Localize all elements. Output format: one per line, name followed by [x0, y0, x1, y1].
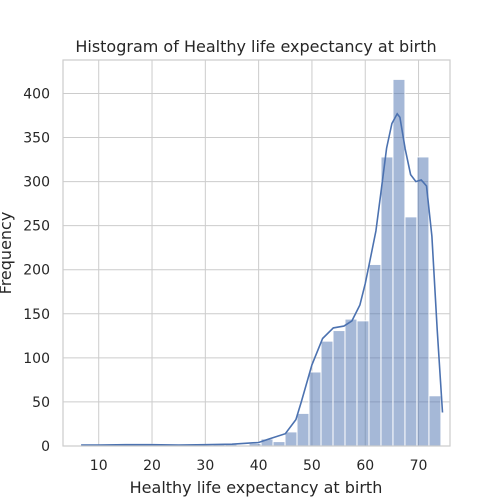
- histogram-bar: [344, 318, 358, 447]
- x-tick-label: 10: [90, 458, 108, 474]
- histogram-bar: [416, 156, 430, 447]
- y-tick-label: 300: [23, 175, 50, 191]
- x-tick-labels: 10 20 30 40 50 60 70: [90, 458, 428, 474]
- histogram-bar: [284, 431, 298, 447]
- y-tick-label: 0: [41, 439, 50, 455]
- histogram-bar: [356, 320, 370, 447]
- x-tick-label: 30: [196, 458, 214, 474]
- histogram-bar: [404, 216, 418, 447]
- x-tick-label: 20: [143, 458, 161, 474]
- y-tick-label: 400: [23, 86, 50, 102]
- x-tick-label: 50: [303, 458, 321, 474]
- y-tick-label: 200: [23, 263, 50, 279]
- histogram-bar: [428, 395, 442, 447]
- x-tick-label: 60: [356, 458, 374, 474]
- plot-frame: [62, 59, 451, 447]
- histogram-bar: [272, 441, 286, 447]
- histogram-bar: [380, 156, 394, 447]
- y-tick-labels: 0 50 100 150 200 250 300 350 400: [23, 86, 50, 455]
- histogram-bar: [320, 340, 334, 447]
- y-tick-label: 50: [32, 395, 50, 411]
- y-tick-label: 100: [23, 351, 50, 367]
- histogram-bar: [332, 330, 346, 447]
- y-tick-label: 150: [23, 307, 50, 323]
- x-tick-label: 70: [410, 458, 428, 474]
- chart-title: Histogram of Healthy life expectancy at …: [75, 37, 436, 56]
- x-axis-label: Healthy life expectancy at birth: [130, 478, 383, 497]
- y-tick-label: 350: [23, 131, 50, 147]
- kde-curve: [81, 112, 444, 446]
- y-tick-label: 250: [23, 219, 50, 235]
- histogram-bar: [296, 412, 310, 447]
- histogram-bar: [368, 263, 382, 447]
- x-tick-label: 40: [250, 458, 268, 474]
- y-axis-label: Frequency: [0, 212, 15, 295]
- histogram-bar: [308, 371, 322, 447]
